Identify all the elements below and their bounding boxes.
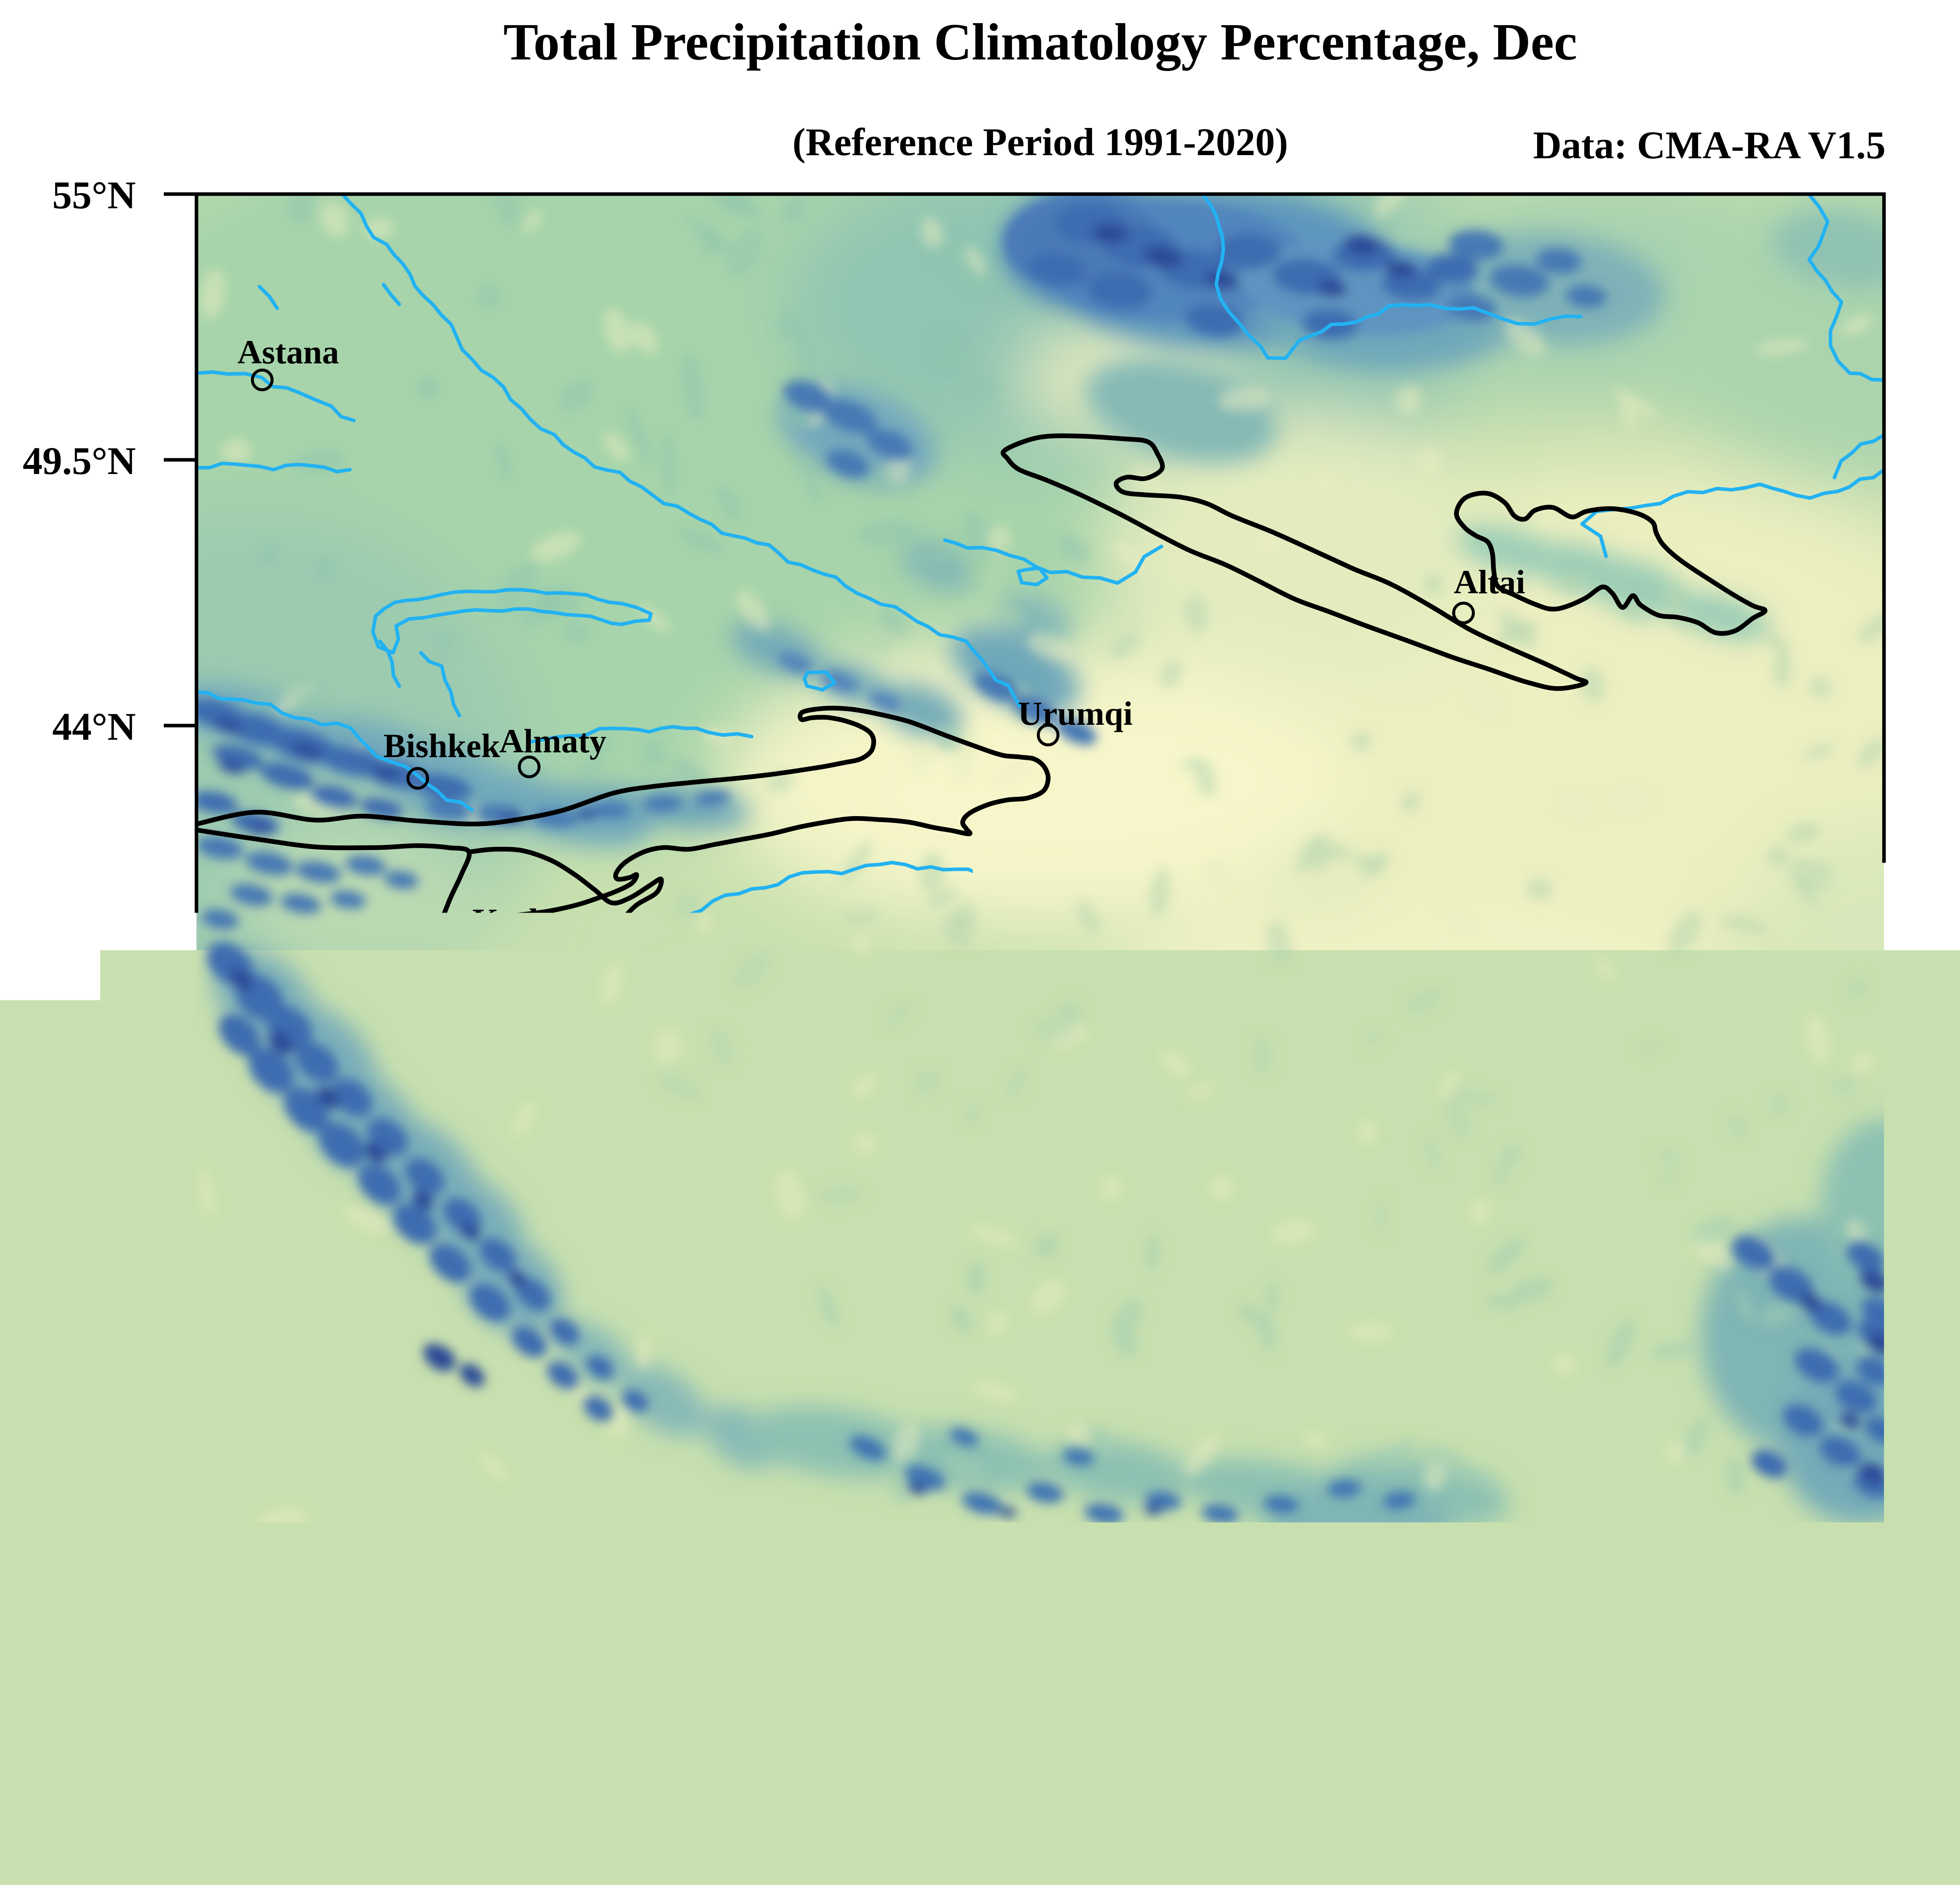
svg-text:10: 10	[433, 1816, 472, 1860]
svg-text:80°E: 80°E	[638, 1574, 719, 1617]
svg-text:150: 150	[1011, 1816, 1070, 1860]
svg-text:600: 600	[1481, 1816, 1540, 1860]
svg-text:105°E: 105°E	[1834, 1574, 1935, 1617]
svg-text:1: 1	[325, 1816, 345, 1860]
svg-text:River and Lake: River and Lake	[1183, 1668, 1411, 1706]
svg-text:Astana: Astana	[237, 333, 339, 371]
svg-text:100: 100	[893, 1816, 952, 1860]
svg-text:Total Precipitation Climatolog: Total Precipitation Climatology Percenta…	[503, 13, 1577, 71]
svg-text:75: 75	[785, 1816, 825, 1860]
svg-text:Altai: Altai	[1454, 563, 1525, 601]
svg-text:44°N: 44°N	[52, 705, 136, 748]
svg-text:1000: 1000	[1706, 1816, 1785, 1860]
svg-text:Almaty: Almaty	[499, 722, 606, 760]
svg-text:300: 300	[1246, 1816, 1305, 1860]
svg-text:(Reference Period 1991-2020): (Reference Period 1991-2020)	[793, 120, 1288, 164]
svg-text:Data: CMA-RA V1.5: Data: CMA-RA V1.5	[1533, 123, 1886, 167]
svg-text:33°N: 33°N	[52, 1236, 136, 1280]
svg-text:400: 400	[1363, 1816, 1423, 1860]
svg-text:2000m isoheight: 2000m isoheight	[1616, 1668, 1865, 1706]
svg-text:Urumqi: Urumqi	[1018, 694, 1132, 732]
svg-text:City: City	[881, 1668, 939, 1706]
svg-text:New Delhi: New Delhi	[463, 1420, 612, 1457]
svg-text:75°E: 75°E	[397, 1574, 478, 1617]
svg-text:Islamabad: Islamabad	[296, 1205, 448, 1242]
svg-text:95°E: 95°E	[1361, 1574, 1443, 1617]
svg-text:800: 800	[1599, 1816, 1658, 1860]
svg-text:38.5°N: 38.5°N	[23, 970, 136, 1014]
svg-text:49.5°N: 49.5°N	[23, 439, 136, 483]
svg-text:50: 50	[668, 1816, 708, 1860]
svg-text:85°E: 85°E	[879, 1574, 961, 1617]
svg-text:Kathmandu: Kathmandu	[873, 1483, 1048, 1521]
svg-text:mm: mm	[1861, 1816, 1927, 1860]
svg-text:Kashi: Kashi	[472, 902, 557, 939]
svg-text:27.5°N: 27.5°N	[23, 1502, 136, 1545]
svg-text:100°E: 100°E	[1593, 1574, 1694, 1617]
svg-text:Lhasa: Lhasa	[1194, 1375, 1283, 1413]
svg-text:70°E: 70°E	[156, 1574, 237, 1617]
svg-text:200: 200	[1128, 1816, 1187, 1860]
svg-text:Bishkek: Bishkek	[383, 727, 500, 765]
svg-text:25: 25	[550, 1816, 590, 1860]
svg-text:55°N: 55°N	[52, 173, 136, 217]
svg-text:Xining: Xining	[1705, 1044, 1803, 1081]
svg-text:90°E: 90°E	[1120, 1574, 1202, 1617]
